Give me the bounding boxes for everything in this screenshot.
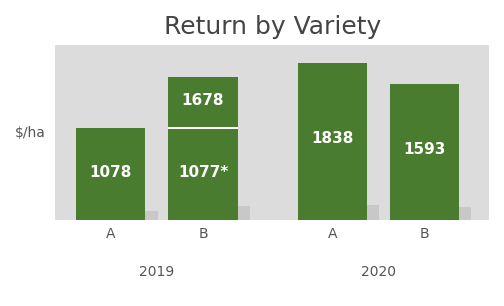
Text: 1838: 1838	[311, 131, 353, 146]
Bar	[89, 211, 158, 220]
Y-axis label: $/ha: $/ha	[15, 126, 46, 140]
Text: 1593: 1593	[403, 142, 446, 157]
Title: Return by Variety: Return by Variety	[164, 15, 381, 39]
Text: 1077*: 1077*	[178, 165, 228, 180]
Bar	[181, 206, 250, 220]
Bar	[168, 77, 237, 128]
Text: 2019: 2019	[139, 265, 174, 279]
Bar	[168, 129, 237, 220]
Text: 1678: 1678	[182, 93, 224, 108]
Bar	[390, 84, 459, 220]
Bar	[310, 205, 379, 220]
Text: 1078: 1078	[90, 165, 132, 180]
Bar	[402, 207, 471, 220]
Bar	[297, 63, 367, 220]
Bar	[168, 128, 237, 129]
Bar	[76, 128, 145, 220]
Text: 2020: 2020	[361, 265, 396, 279]
